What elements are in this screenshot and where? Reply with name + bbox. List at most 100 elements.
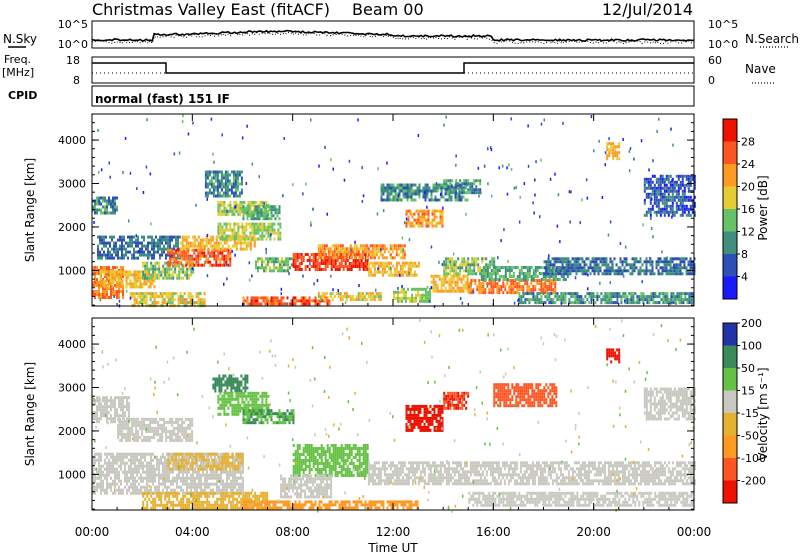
heatmap-cell <box>552 269 555 272</box>
heatmap-cell <box>446 183 449 187</box>
heatmap-cell <box>560 269 563 272</box>
heatmap-cell <box>208 191 211 195</box>
heatmap-cell <box>108 452 110 456</box>
heatmap-cell <box>310 253 313 256</box>
heatmap-speck <box>515 186 517 190</box>
heatmap-cell <box>130 458 132 462</box>
heatmap-cell <box>100 485 102 489</box>
heatmap-cell <box>680 292 683 296</box>
heatmap-cell <box>469 263 472 267</box>
heatmap-cell <box>113 235 115 239</box>
heatmap-speck <box>283 137 285 140</box>
heatmap-cell <box>317 253 320 257</box>
heatmap-cell <box>329 295 332 299</box>
heatmap-cell <box>182 476 184 480</box>
heatmap-cell <box>621 272 624 276</box>
heatmap-cell <box>260 214 263 218</box>
heatmap-cell <box>508 288 511 292</box>
heatmap-cell <box>638 298 641 302</box>
heatmap-cell <box>159 247 161 251</box>
heatmap-cell <box>139 241 141 245</box>
heatmap-cell <box>253 234 256 238</box>
heatmap-cell <box>640 292 643 296</box>
heatmap-speck <box>344 301 347 305</box>
heatmap-cell <box>136 458 138 462</box>
heatmap-cell <box>116 461 118 465</box>
heatmap-cell <box>522 278 525 281</box>
heatmap-cell <box>512 275 515 278</box>
heatmap-cell <box>110 211 112 215</box>
heatmap-cell <box>275 231 278 235</box>
heatmap-cell <box>443 260 446 264</box>
heatmap-cell <box>132 467 134 471</box>
heatmap-cell <box>486 275 489 278</box>
heatmap-cell <box>555 257 558 261</box>
heatmap-cell <box>410 189 413 193</box>
heatmap-cell <box>213 254 216 258</box>
heatmap-cell <box>203 298 206 302</box>
heatmap-cell <box>98 293 100 296</box>
heatmap-speck <box>173 152 176 156</box>
heatmap-cell <box>455 260 458 264</box>
heatmap-cell <box>667 269 670 273</box>
heatmap-cell <box>283 260 285 264</box>
heatmap-cell <box>120 464 122 468</box>
heatmap-cell <box>115 241 117 245</box>
heatmap-cell <box>221 257 224 261</box>
heatmap-cell <box>685 207 688 211</box>
heatmap-cell <box>92 467 94 471</box>
heatmap-cell <box>329 247 332 251</box>
heatmap-cell <box>165 247 167 251</box>
heatmap-cell <box>229 206 232 210</box>
heatmap-cell <box>689 198 692 202</box>
heatmap-cell <box>176 479 178 483</box>
heatmap-speck <box>223 282 225 286</box>
heatmap-cell <box>645 266 648 270</box>
heatmap-cell <box>223 200 226 204</box>
heatmap-cell <box>587 269 590 273</box>
heatmap-cell <box>128 467 130 471</box>
heatmap-cell <box>176 467 178 471</box>
heatmap-cell <box>508 269 511 272</box>
heatmap-cell <box>242 299 245 303</box>
heatmap-cell <box>225 254 228 258</box>
heatmap-cell <box>114 470 116 474</box>
heatmap-cell <box>133 298 136 302</box>
heatmap-cell <box>175 251 178 255</box>
heatmap-cell <box>596 292 599 296</box>
heatmap-cell <box>643 183 646 187</box>
heatmap-cell <box>103 282 106 286</box>
heatmap-cell <box>94 467 96 471</box>
heatmap-cell <box>173 298 176 302</box>
heatmap-cell <box>204 176 207 180</box>
heatmap-cell <box>112 482 114 486</box>
heatmap-cell <box>618 145 621 149</box>
heatmap-cell <box>421 212 424 216</box>
heatmap-cell <box>656 301 659 305</box>
heatmap-cell <box>108 461 110 465</box>
heatmap-speck <box>673 293 675 297</box>
heatmap-cell <box>177 298 180 302</box>
heatmap-cell <box>258 214 261 218</box>
heatmap-cell <box>165 256 167 260</box>
heatmap-cell <box>98 485 100 489</box>
heatmap-cell <box>401 256 404 260</box>
heatmap-cell <box>622 292 625 296</box>
heatmap-cell <box>512 272 515 275</box>
heatmap-cell <box>253 231 256 235</box>
heatmap-cell <box>649 207 652 211</box>
heatmap-cell <box>620 298 623 302</box>
heatmap-cell <box>294 262 297 265</box>
heatmap-cell <box>572 301 575 305</box>
heatmap-cell <box>688 301 691 305</box>
heatmap-cell <box>494 278 497 281</box>
heatmap-cell <box>300 256 303 259</box>
heatmap-cell <box>649 198 652 202</box>
heatmap-cell <box>432 286 435 290</box>
heatmap-cell <box>136 464 138 468</box>
heatmap-cell <box>673 213 676 217</box>
heatmap-cell <box>536 282 539 286</box>
heatmap-cell <box>455 188 458 192</box>
heatmap-cell <box>235 237 238 241</box>
heatmap-cell <box>294 268 297 271</box>
